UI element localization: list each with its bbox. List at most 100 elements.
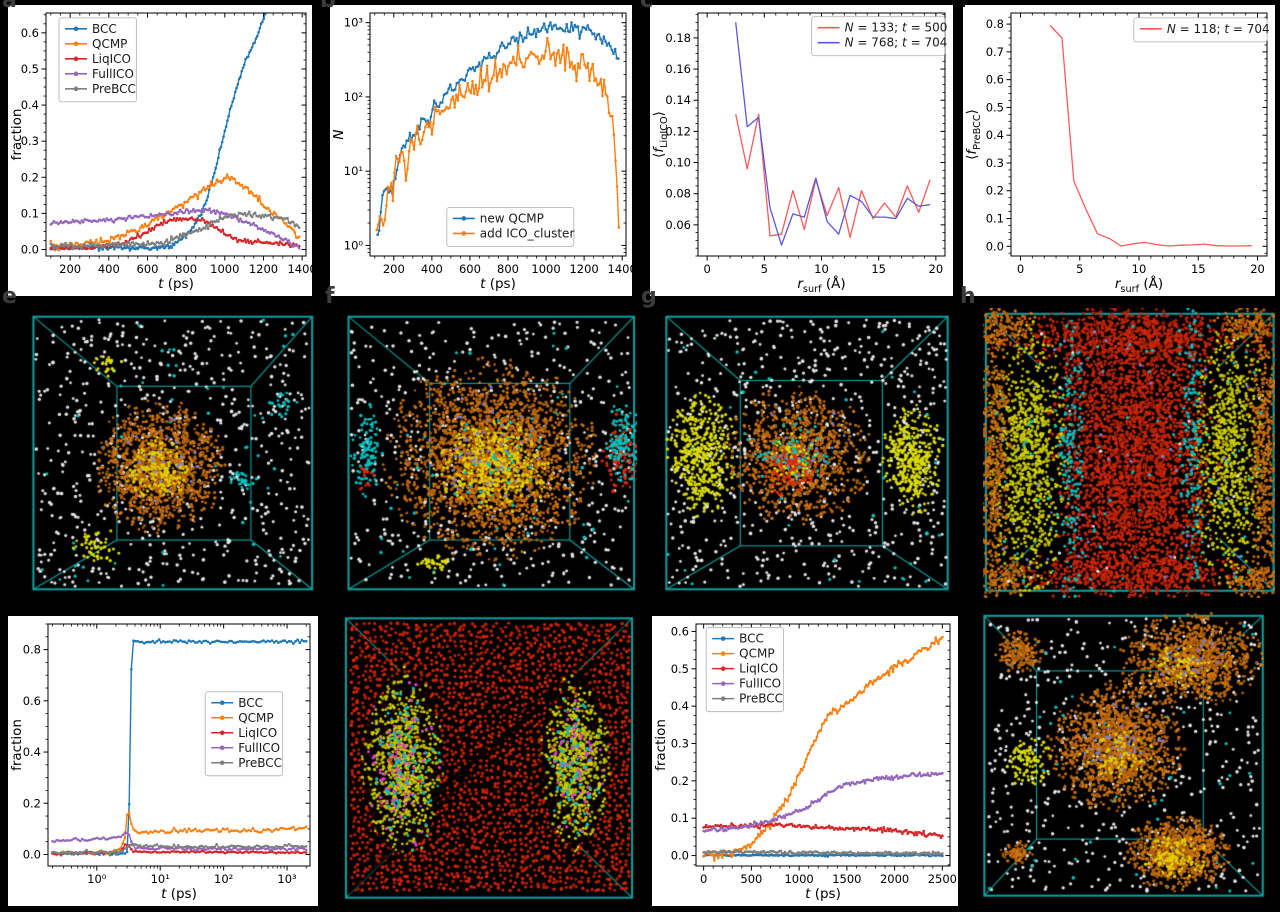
- i-fraction-vs-logtime-svg: 10⁰ 10¹ 10² 10³ 0.0 0.2 0.4 0.6 0.8 t (ps) fractio…: [8, 616, 318, 906]
- svg-text:t (ps): t (ps): [158, 276, 194, 292]
- svg-text:1200: 1200: [249, 262, 278, 276]
- panel-label-e: e: [2, 284, 17, 309]
- svg-text:10: 10: [1132, 262, 1147, 276]
- svg-text:LiqICO: LiqICO: [739, 662, 778, 676]
- svg-text:PreBCC: PreBCC: [739, 692, 783, 706]
- svg-text:200: 200: [59, 262, 81, 276]
- series-PreBCC: [702, 849, 944, 857]
- svg-text:⟨fPreBCC⟩: ⟨fPreBCC⟩: [964, 109, 983, 160]
- svg-text:QCMP: QCMP: [739, 647, 774, 661]
- svg-text:0.1: 0.1: [986, 212, 1004, 226]
- svg-text:10¹: 10¹: [151, 872, 170, 886]
- svg-text:2500: 2500: [928, 872, 957, 886]
- svg-text:1000: 1000: [210, 262, 239, 276]
- svg-text:1200: 1200: [569, 262, 598, 276]
- svg-text:200: 200: [383, 262, 405, 276]
- svg-text:0.2: 0.2: [671, 774, 689, 788]
- series-N133: [735, 113, 931, 238]
- svg-text:0.6: 0.6: [671, 624, 689, 638]
- legend: N = 118; t = 704: [1133, 17, 1270, 43]
- series-PreBCC: [51, 842, 308, 856]
- chart-panel-k: 0 500 1000 1500 2000 2500 0.0 0.1 0.2 0.3 0.4 0.5 0.…: [652, 616, 958, 906]
- svg-text:0.6: 0.6: [21, 26, 39, 40]
- svg-text:2000: 2000: [880, 872, 909, 886]
- chart-panel-c: 0 5 10 15 20 0.06 0.08 0.10 0.12 0.14 0.16 0.18 rsur…: [650, 5, 953, 296]
- chart-panel-d: 0 5 10 15 20 0.0 0.1 0.2 0.3 0.4 0.5 0.6 0.7 0.8 rsurf…: [963, 5, 1275, 296]
- svg-text:LiqICO: LiqICO: [238, 726, 277, 740]
- svg-text:0.4: 0.4: [986, 128, 1004, 142]
- svg-text:0.12: 0.12: [665, 124, 691, 138]
- series-FullICO: [49, 207, 301, 250]
- svg-text:10⁰: 10⁰: [344, 238, 364, 252]
- svg-text:0.6: 0.6: [23, 694, 41, 708]
- panel-label-a: a: [2, 0, 17, 13]
- svg-text:0: 0: [703, 262, 710, 276]
- svg-text:t (ps): t (ps): [161, 886, 197, 902]
- svg-text:fraction: fraction: [9, 719, 25, 771]
- svg-text:10: 10: [814, 262, 829, 276]
- svg-text:0.0: 0.0: [986, 239, 1004, 253]
- svg-text:0.5: 0.5: [671, 662, 689, 676]
- svg-text:400: 400: [421, 262, 443, 276]
- svg-text:0.4: 0.4: [21, 98, 39, 112]
- svg-text:N = 768; t = 704: N = 768; t = 704: [845, 36, 948, 50]
- panel-label-f: f: [325, 284, 335, 309]
- svg-text:800: 800: [175, 262, 197, 276]
- panel-label-d: d: [951, 0, 967, 13]
- svg-text:0.5: 0.5: [21, 62, 39, 76]
- svg-text:fraction: fraction: [9, 109, 25, 161]
- panel-label-h: h: [960, 284, 976, 309]
- svg-text:t (ps): t (ps): [480, 276, 516, 292]
- svg-text:FullICO: FullICO: [92, 67, 134, 81]
- svg-text:FullICO: FullICO: [238, 741, 280, 755]
- svg-text:10²: 10²: [344, 90, 363, 104]
- svg-text:600: 600: [459, 262, 481, 276]
- svg-text:0.06: 0.06: [665, 218, 691, 232]
- series-add ICO_cluster: [375, 36, 621, 232]
- svg-text:0.6: 0.6: [986, 73, 1004, 87]
- svg-text:500: 500: [740, 872, 762, 886]
- svg-text:add ICO_cluster: add ICO_cluster: [480, 226, 575, 240]
- snapshot-panel-j: [343, 614, 635, 902]
- svg-text:0.16: 0.16: [665, 62, 691, 76]
- svg-text:0: 0: [1017, 262, 1024, 276]
- svg-text:t (ps): t (ps): [805, 886, 841, 902]
- svg-text:rsurf (Å): rsurf (Å): [1115, 275, 1163, 295]
- svg-text:N: N: [331, 129, 347, 139]
- svg-text:0.1: 0.1: [671, 811, 689, 825]
- svg-text:600: 600: [137, 262, 159, 276]
- series-N768: [735, 22, 931, 246]
- svg-text:0.3: 0.3: [21, 134, 39, 148]
- svg-text:0.18: 0.18: [665, 31, 691, 45]
- svg-text:QCMP: QCMP: [238, 711, 273, 725]
- svg-text:N = 118; t = 704: N = 118; t = 704: [1167, 22, 1270, 36]
- svg-text:0.4: 0.4: [23, 745, 41, 759]
- svg-text:PreBCC: PreBCC: [92, 82, 136, 96]
- series-N118: [1049, 25, 1252, 247]
- svg-text:0.2: 0.2: [23, 796, 41, 810]
- snapshot-panel-l: [980, 610, 1270, 900]
- svg-text:20: 20: [929, 262, 944, 276]
- d-fPreBCC-vs-rsurf-svg: 0 5 10 15 20 0.0 0.1 0.2 0.3 0.4 0.5 0.6 0.7 0.8 rsurf…: [963, 5, 1275, 296]
- panel-label-g: g: [641, 284, 657, 309]
- svg-text:400: 400: [98, 262, 120, 276]
- svg-text:QCMP: QCMP: [92, 37, 127, 51]
- j-simulation-box-render: [343, 614, 635, 902]
- snapshot-panel-e: [30, 308, 315, 598]
- svg-text:0.3: 0.3: [986, 156, 1004, 170]
- svg-text:fraction: fraction: [653, 719, 669, 771]
- svg-text:⟨fLiqICO⟩: ⟨fLiqICO⟩: [651, 111, 670, 158]
- svg-text:10¹: 10¹: [344, 164, 363, 178]
- svg-text:BCC: BCC: [238, 696, 263, 710]
- svg-text:0.8: 0.8: [986, 17, 1004, 31]
